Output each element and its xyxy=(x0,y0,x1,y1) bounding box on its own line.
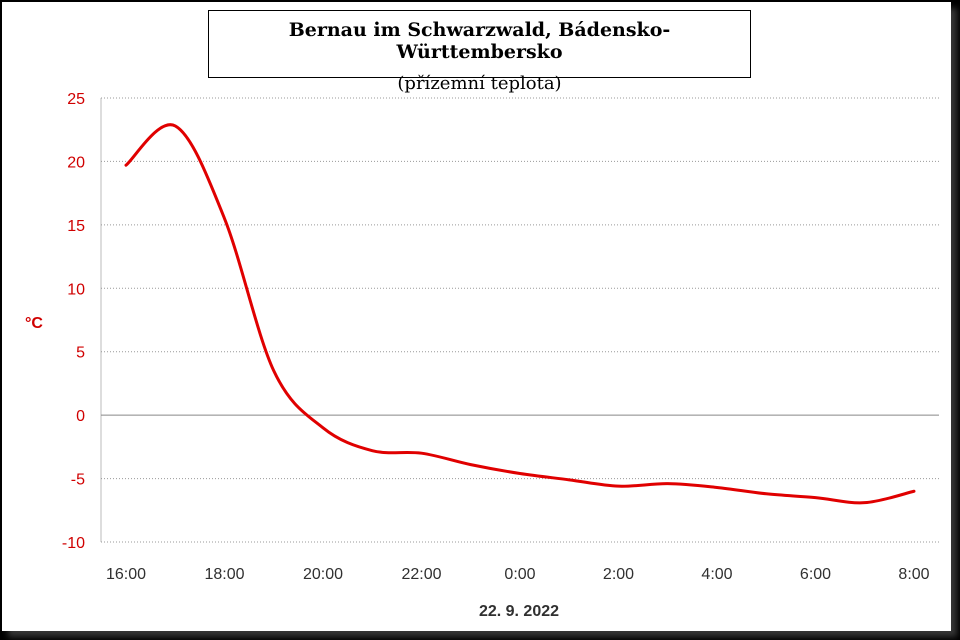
x-axis-ticks: 16:00 18:00 20:00 22:00 0:00 2:00 4:00 6:00 8:00 xyxy=(106,566,930,583)
x-tick-label: 18:00 xyxy=(204,566,244,583)
temperature-series-line xyxy=(124,123,916,505)
x-axis-label: 22. 9. 2022 xyxy=(479,603,559,620)
y-tick-label: -5 xyxy=(71,472,85,489)
grid-lines xyxy=(100,97,939,543)
chart-title: Bernau im Schwarzwald, Bádensko-Württemb… xyxy=(288,19,671,63)
y-axis-ticks: -10 -5 0 5 10 15 20 25 xyxy=(62,91,85,552)
x-tick-label: 8:00 xyxy=(898,566,929,583)
x-tick-label: 16:00 xyxy=(106,566,146,583)
x-tick-label: 6:00 xyxy=(800,566,831,583)
y-axis-label: °C xyxy=(25,315,43,332)
y-tick-label: 25 xyxy=(67,91,85,108)
x-tick-label: 22:00 xyxy=(401,566,441,583)
y-tick-label: 0 xyxy=(76,408,85,425)
y-tick-label: 20 xyxy=(67,154,85,171)
x-tick-label: 20:00 xyxy=(303,566,343,583)
y-tick-label: -10 xyxy=(62,535,85,552)
x-tick-label: 0:00 xyxy=(504,566,535,583)
y-tick-label: 10 xyxy=(67,281,85,298)
x-tick-label: 4:00 xyxy=(701,566,732,583)
chart-subtitle: (přízemní teplota) xyxy=(397,73,562,94)
x-tick-label: 2:00 xyxy=(603,566,634,583)
y-tick-label: 15 xyxy=(67,218,85,235)
chart-frame xyxy=(2,2,951,631)
y-tick-label: 5 xyxy=(76,345,85,362)
chart-title-box: Bernau im Schwarzwald, Bádensko-Württemb… xyxy=(208,10,751,94)
